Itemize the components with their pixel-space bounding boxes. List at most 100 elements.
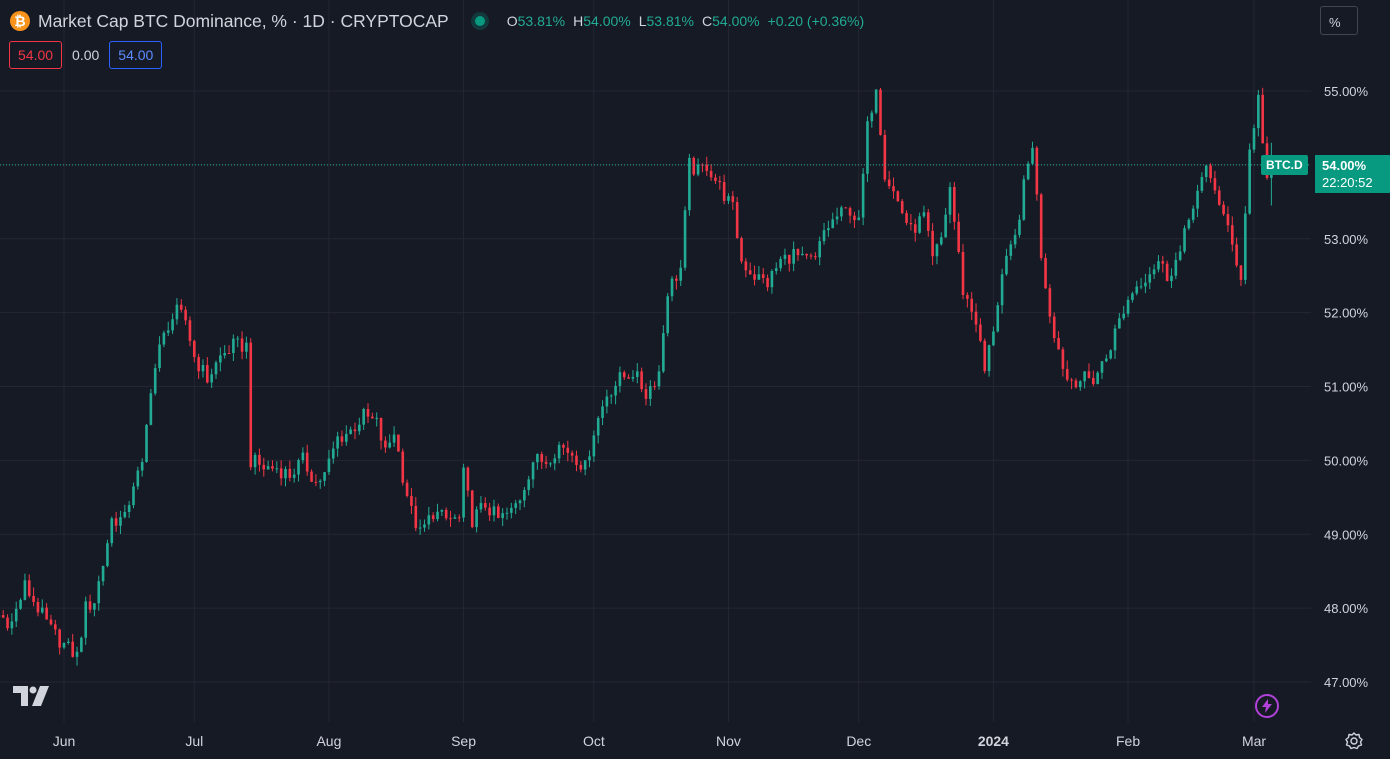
candle <box>123 504 127 519</box>
symbol-title[interactable]: Market Cap BTC Dominance, % · 1D · CRYPT… <box>38 10 449 31</box>
candle <box>953 182 956 230</box>
candle <box>1005 248 1008 276</box>
candle <box>1061 347 1065 377</box>
candle <box>844 206 848 209</box>
y-tick-label: 51.00% <box>1324 380 1369 395</box>
candle <box>631 370 635 382</box>
candle <box>562 443 565 455</box>
candle <box>1178 245 1182 262</box>
candle <box>1244 206 1247 285</box>
candle <box>1165 260 1169 282</box>
candle <box>848 206 852 224</box>
ohlc-close: C54.00% <box>702 13 760 29</box>
candle <box>110 516 114 547</box>
candle <box>75 646 79 666</box>
candle <box>675 275 678 290</box>
candle <box>796 248 800 261</box>
candle <box>618 366 622 393</box>
candle <box>453 514 457 519</box>
candle <box>740 236 743 264</box>
candle <box>748 262 752 275</box>
candle <box>605 389 609 414</box>
candle <box>162 330 166 348</box>
candle <box>436 503 439 522</box>
candle <box>822 223 826 245</box>
candle <box>588 450 591 468</box>
lightning-bolt-icon[interactable] <box>1255 694 1279 718</box>
candle <box>405 479 409 498</box>
x-tick-label: Aug <box>316 733 341 749</box>
candle <box>879 87 882 136</box>
candle <box>1200 172 1204 194</box>
candle <box>614 381 617 405</box>
candle <box>297 458 300 482</box>
candle <box>883 129 887 182</box>
candle <box>996 301 1000 333</box>
candle <box>510 502 513 519</box>
candle <box>640 367 643 393</box>
candle <box>62 642 66 650</box>
candle <box>427 506 431 530</box>
candle <box>253 452 257 475</box>
candle <box>896 190 900 203</box>
candle <box>1065 360 1069 382</box>
sell-price-button[interactable]: 54.00 <box>9 41 63 69</box>
x-tick-label: Mar <box>1242 733 1266 749</box>
candle <box>331 441 335 464</box>
candle <box>1100 361 1104 379</box>
gear-icon[interactable] <box>1344 731 1364 751</box>
candle <box>45 603 48 620</box>
unit-button[interactable]: % <box>1320 6 1358 35</box>
candle <box>475 506 478 533</box>
candle <box>240 331 244 360</box>
candle <box>58 628 61 655</box>
candle <box>718 175 722 190</box>
candle <box>314 474 318 487</box>
candle <box>961 243 965 300</box>
candle <box>266 460 270 470</box>
candle <box>766 274 769 292</box>
candle <box>1096 371 1099 385</box>
candle <box>497 503 500 519</box>
candle <box>410 488 413 514</box>
market-status-icon[interactable] <box>470 12 489 30</box>
candle <box>327 449 331 476</box>
candle <box>223 345 226 359</box>
candle <box>1252 124 1256 153</box>
candle <box>957 213 960 254</box>
candle <box>23 573 27 601</box>
spread-value: 0.00 <box>72 47 100 63</box>
candle <box>540 451 544 470</box>
candle <box>518 499 522 510</box>
candle <box>1039 192 1043 261</box>
candle <box>527 475 531 496</box>
candle <box>67 638 70 645</box>
candle <box>175 298 179 325</box>
candle <box>488 502 491 521</box>
candle <box>366 403 370 424</box>
candle <box>271 460 274 472</box>
candle <box>101 565 105 586</box>
candle <box>401 448 405 486</box>
candle <box>336 431 339 457</box>
candle <box>171 313 174 334</box>
candle <box>1174 252 1178 280</box>
candle <box>214 360 218 380</box>
candle <box>423 519 426 532</box>
buy-price-button[interactable]: 54.00 <box>109 41 163 69</box>
candle <box>1070 377 1073 390</box>
candle <box>136 466 140 490</box>
tradingview-logo-icon[interactable] <box>13 686 51 706</box>
candle <box>861 168 865 226</box>
candle <box>544 455 548 469</box>
candle <box>40 599 44 614</box>
x-tick-label: Jul <box>185 733 203 749</box>
candle <box>501 508 504 527</box>
candle <box>1000 268 1004 314</box>
candle <box>444 507 448 521</box>
candle <box>835 207 839 225</box>
chart-legend: ₿ Market Cap BTC Dominance, % · 1D · CRY… <box>10 8 864 34</box>
candle <box>787 254 791 272</box>
candle <box>922 205 926 219</box>
